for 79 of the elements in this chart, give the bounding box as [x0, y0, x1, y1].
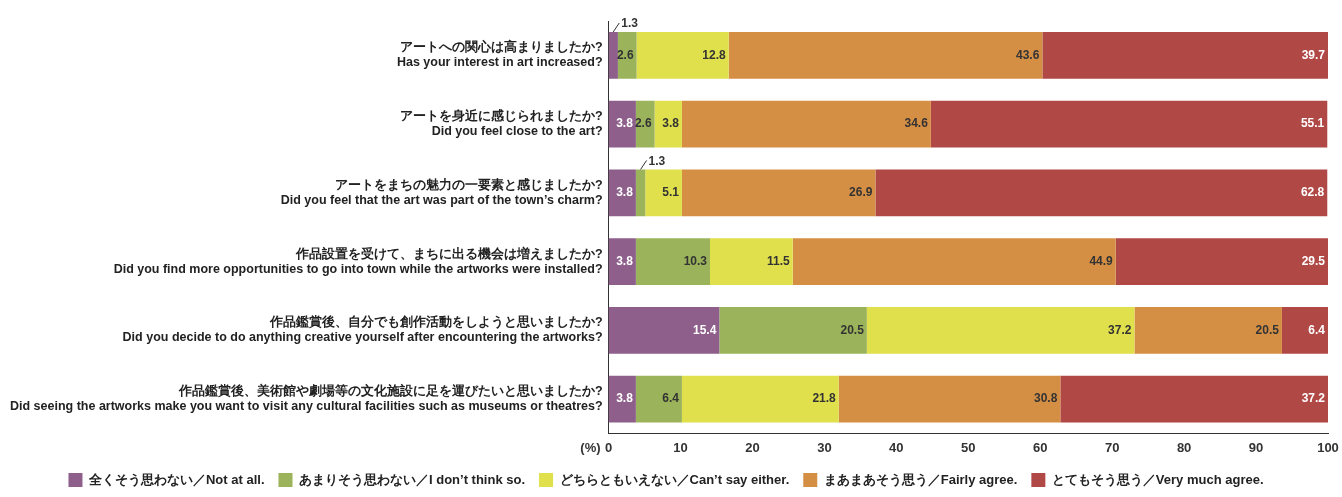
- data-label: 43.6: [1016, 47, 1040, 62]
- bar: [635, 169, 646, 217]
- data-label: 15.4: [692, 322, 717, 337]
- bar: [1281, 306, 1328, 354]
- data-label: 37.2: [1301, 391, 1326, 406]
- y-tick-label: アートを身近に感じられましたか? Did you feel close to the art?: [399, 108, 603, 139]
- x-tick-label: 90: [1248, 439, 1264, 455]
- x-tick-label: 20: [745, 439, 760, 455]
- bar: [608, 32, 618, 79]
- data-label: 55.1: [1300, 116, 1325, 131]
- x-tick-label: 10: [673, 439, 688, 455]
- data-label: 10.3: [683, 253, 708, 268]
- legend-label: どちらともいえない／Can’t say either.: [559, 471, 790, 487]
- x-tick-label: 60: [1032, 439, 1048, 455]
- legend-label: 全くそう思わない／Not at all.: [87, 471, 265, 487]
- x-tick-label: 100: [1317, 439, 1339, 455]
- bar: [635, 238, 710, 285]
- data-label: 1.3: [648, 153, 666, 168]
- legend-label: まあまあそう思う／Fairly agree.: [823, 471, 1018, 487]
- data-label: 37.2: [1108, 322, 1132, 337]
- x-tick-label: 30: [817, 439, 832, 455]
- bar: [617, 32, 637, 79]
- bar: [838, 375, 1061, 423]
- x-tick-label: 80: [1176, 439, 1192, 455]
- data-label: 5.1: [662, 185, 680, 200]
- data-label: 3.8: [662, 116, 680, 131]
- data-label: 11.5: [767, 253, 791, 268]
- data-label: 12.8: [702, 47, 727, 62]
- bar: [709, 238, 793, 285]
- data-label: 44.9: [1089, 253, 1114, 268]
- bar: [1042, 32, 1328, 79]
- y-tick-label: アートへの関心は高まりましたか? Has your interest in art increased?: [396, 39, 603, 70]
- data-label: 3.8: [616, 391, 634, 406]
- bar: [681, 169, 876, 217]
- data-label: 20.5: [1255, 322, 1280, 337]
- data-label: 30.8: [1034, 391, 1058, 406]
- data-label: 1.3: [621, 16, 639, 31]
- bar: [792, 238, 1116, 285]
- x-tick-label: 50: [961, 439, 976, 455]
- data-label: 6.4: [662, 391, 680, 406]
- x-axis-title: (%): [580, 439, 601, 455]
- data-label: 39.7: [1301, 47, 1326, 62]
- x-tick-label: 0: [604, 439, 613, 455]
- y-tick-label: 作品鑑賞後、自分でも創作活動をしようと思いましたか? Did you decide to do anything creative yourself after encountering the artworks?: [122, 314, 603, 345]
- bar: [1134, 306, 1282, 354]
- x-tick-label: 70: [1104, 439, 1120, 455]
- bar: [866, 306, 1135, 354]
- y-tick-label: 作品鑑賞後、美術館や劇場等の文化施設に足を運びたいと思いましたか? Did seeing the artworks make you want to visit any cultural facilities such as museums or theatres?: [9, 382, 603, 413]
- data-label: 2.6: [634, 116, 652, 131]
- bar: [875, 169, 1328, 217]
- bar: [728, 32, 1043, 79]
- data-label: 3.8: [616, 253, 634, 268]
- data-label: 26.9: [849, 185, 873, 200]
- data-label: 2.6: [616, 47, 634, 62]
- bar: [608, 169, 636, 217]
- data-label: 29.5: [1301, 253, 1326, 268]
- data-label: 3.8: [616, 185, 634, 200]
- bar: [608, 306, 720, 354]
- data-label: 3.8: [616, 116, 634, 131]
- bar: [645, 169, 682, 217]
- bar: [719, 306, 867, 354]
- data-label: 6.4: [1308, 322, 1326, 337]
- bar: [681, 100, 931, 148]
- data-label: 20.5: [840, 322, 865, 337]
- bar: [608, 238, 636, 285]
- data-label: 62.8: [1300, 185, 1325, 200]
- bar: [1115, 238, 1328, 285]
- bar: [635, 375, 682, 423]
- bar: [1060, 375, 1328, 423]
- y-tick-label: アートをまちの魅力の一要素と感じましたか? Did you feel that the art was part of the town’s charm?: [280, 176, 603, 207]
- legend-label: あまりそう思わない／I don’t think so.: [298, 471, 526, 487]
- bar: [930, 100, 1328, 148]
- bar: [636, 32, 729, 79]
- y-tick-label: 作品設置を受けて、まちに出る機会は増えましたか? Did you find more opportunities to go into town while the artworks were installed?: [113, 245, 603, 276]
- data-label: 34.6: [904, 116, 929, 131]
- bar: [681, 375, 839, 423]
- x-tick-label: 40: [889, 439, 904, 455]
- data-label: 21.8: [812, 391, 837, 406]
- legend-label: とてもそう思う／Very much agree.: [1051, 471, 1264, 487]
